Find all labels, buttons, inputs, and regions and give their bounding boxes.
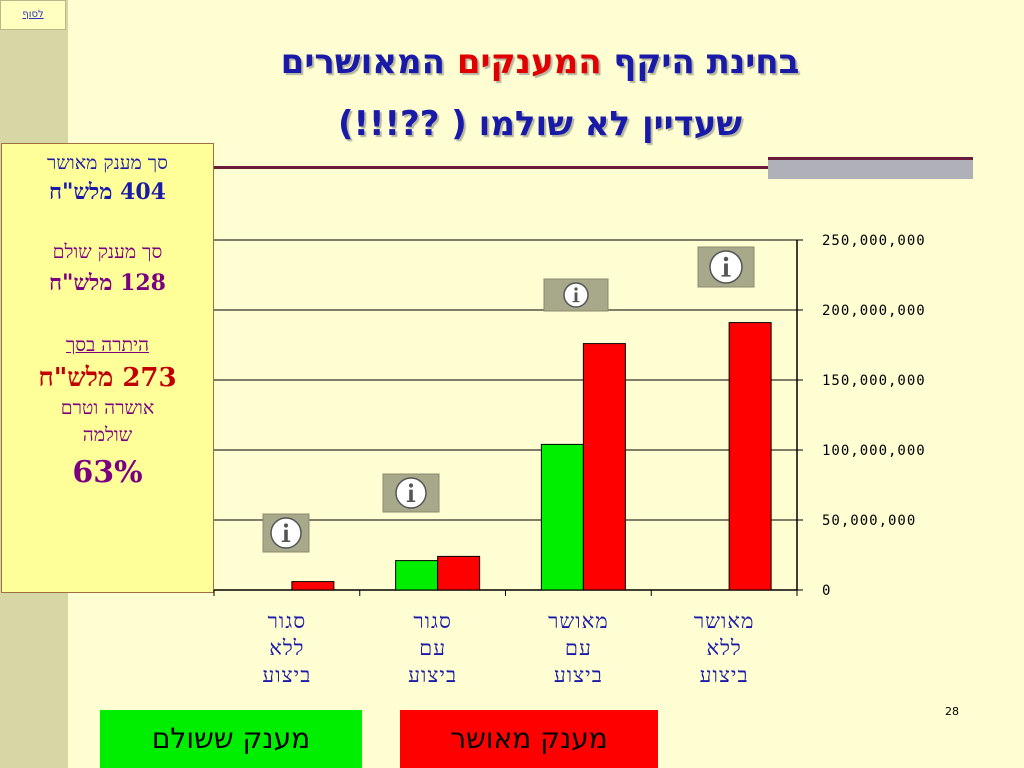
title-part-a: בחינת היקף	[613, 42, 800, 82]
x-category-label: ביצוע	[408, 663, 457, 687]
to-end-link[interactable]: לסוף	[0, 0, 66, 30]
x-category-label: ביצוע	[700, 663, 749, 687]
x-category-label: ללא	[269, 636, 304, 660]
y-tick-label: 50,000,000	[822, 513, 916, 529]
y-tick-label: 200,000,000	[822, 303, 926, 319]
slide-title-line1: בחינת היקף המענקים המאושרים	[180, 42, 900, 82]
balance-value: 273 מלש"ח	[38, 363, 177, 393]
approved-value: 404 מלש"ח	[49, 179, 166, 205]
summary-box: סך מענק מאושר 404 מלש"ח סך מענק שולם 128…	[1, 143, 214, 593]
balance-note-line1: אושרה וטרם	[60, 397, 155, 419]
info-icon[interactable]	[697, 246, 755, 288]
y-tick-label: 100,000,000	[822, 443, 926, 459]
bar-paid	[540, 443, 584, 591]
info-icon[interactable]	[382, 473, 440, 513]
balance-label: היתרה בסך	[65, 334, 150, 356]
title-part-b: המאושרים	[280, 42, 445, 82]
slide-title-line2: שעדיין לא שולמו ( ??!!!)	[337, 104, 743, 144]
y-tick-label: 0	[822, 583, 831, 599]
y-tick-label: 150,000,000	[822, 373, 926, 389]
title-divider-bar	[768, 157, 973, 179]
paid-value: 128 מלש"ח	[49, 270, 166, 296]
y-tick-label: 250,000,000	[822, 233, 926, 249]
approved-label: סך מענק מאושר	[47, 152, 168, 174]
x-category-label: סגור	[413, 609, 452, 633]
x-category-label: סגור	[268, 609, 307, 633]
bar-approved	[582, 343, 626, 591]
bar-approved	[728, 322, 772, 591]
legend-approved: מענק מאושר	[400, 710, 658, 768]
x-category-label: עם	[565, 636, 592, 660]
x-category-label: ביצוע	[554, 663, 603, 687]
title-part-red: המענקים	[456, 42, 602, 82]
info-icon[interactable]	[543, 278, 609, 312]
bar-approved	[437, 555, 481, 591]
paid-label: סך מענק שולם	[52, 241, 163, 263]
title-divider	[212, 166, 772, 169]
x-category-label: ללא	[707, 636, 742, 660]
page-number: 28	[945, 705, 959, 718]
x-category-label: עם	[419, 636, 446, 660]
balance-percent: 63%	[72, 455, 143, 490]
x-category-label: ביצוע	[262, 663, 311, 687]
legend-paid: מענק ששולם	[100, 710, 362, 768]
x-category-label: מאושר	[694, 609, 755, 633]
balance-note-line2: שולמה	[82, 424, 133, 446]
info-icon[interactable]	[262, 513, 310, 553]
bar-paid	[395, 560, 439, 591]
x-category-label: מאושר	[548, 609, 609, 633]
bar-approved	[291, 581, 335, 591]
